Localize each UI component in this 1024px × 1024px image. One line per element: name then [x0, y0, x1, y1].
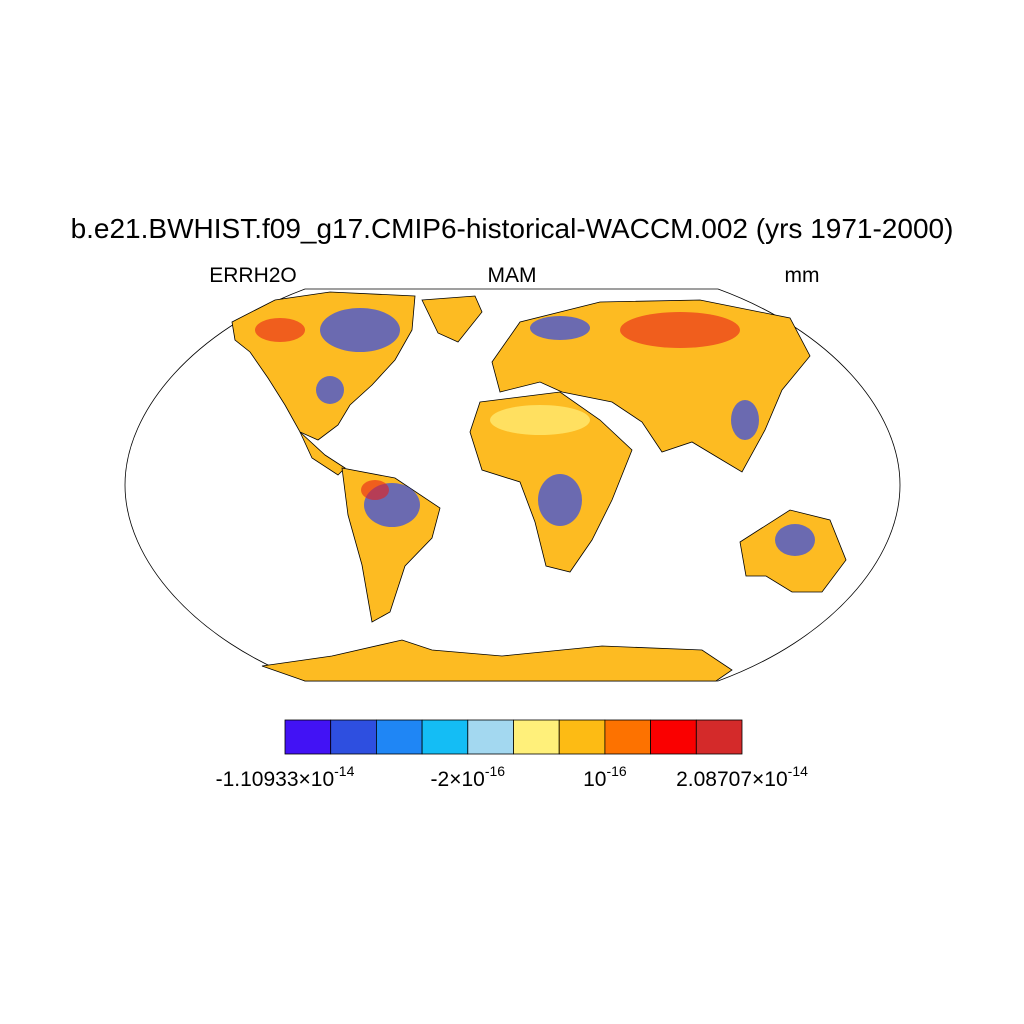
- eurasia: [491, 299, 811, 473]
- left-label: ERRH2O: [209, 264, 297, 287]
- colorbar-box: [604, 719, 652, 755]
- anomaly-patch: [530, 316, 590, 340]
- label-exponent: -14: [788, 763, 808, 779]
- label-base: -2×10: [431, 768, 485, 791]
- colorbar-box: [650, 719, 697, 755]
- anomaly-patch: [316, 376, 344, 404]
- central-america: [299, 431, 346, 476]
- center-label: MAM: [488, 264, 537, 287]
- colorbar-box: [513, 719, 560, 755]
- title: b.e21.BWHIST.f09_g17.CMIP6-historical-WA…: [71, 213, 954, 244]
- colorbar-box: [375, 719, 423, 755]
- colorbar-box: [421, 719, 469, 755]
- colorbar: -1.10933×10-14 -2×10-16 10-16 2.08707×10-14: [216, 719, 808, 791]
- label-exponent: -14: [334, 763, 354, 779]
- colorbar-label: 10-16: [583, 763, 627, 791]
- label-exponent: -16: [485, 763, 505, 779]
- label-base: 10: [583, 768, 606, 791]
- label-base: 2.08707×10: [676, 768, 788, 791]
- colorbar-box: [695, 719, 743, 755]
- anomaly-patch: [620, 312, 740, 348]
- colorbar-label: -1.10933×10-14: [216, 763, 355, 791]
- map: [124, 288, 901, 682]
- colorbar-box: [467, 719, 514, 755]
- label-exponent: -16: [606, 763, 626, 779]
- anomaly-patch: [490, 405, 590, 435]
- greenland: [421, 295, 483, 343]
- anomaly-patch: [320, 308, 400, 352]
- units-label: mm: [785, 264, 820, 287]
- colorbar-box: [558, 719, 606, 755]
- anomaly-patch: [775, 524, 815, 556]
- label-base: -1.10933×10: [216, 768, 335, 791]
- colorbar-box: [330, 719, 377, 755]
- colorbar-label: 2.08707×10-14: [676, 763, 808, 791]
- anomaly-patch: [255, 318, 305, 342]
- anomaly-patch: [731, 400, 759, 440]
- colorbar-box: [284, 719, 332, 755]
- colorbar-label: -2×10-16: [431, 763, 506, 791]
- anomaly-patch: [361, 480, 389, 500]
- anomaly-patch: [538, 474, 582, 526]
- antarctica: [261, 639, 733, 682]
